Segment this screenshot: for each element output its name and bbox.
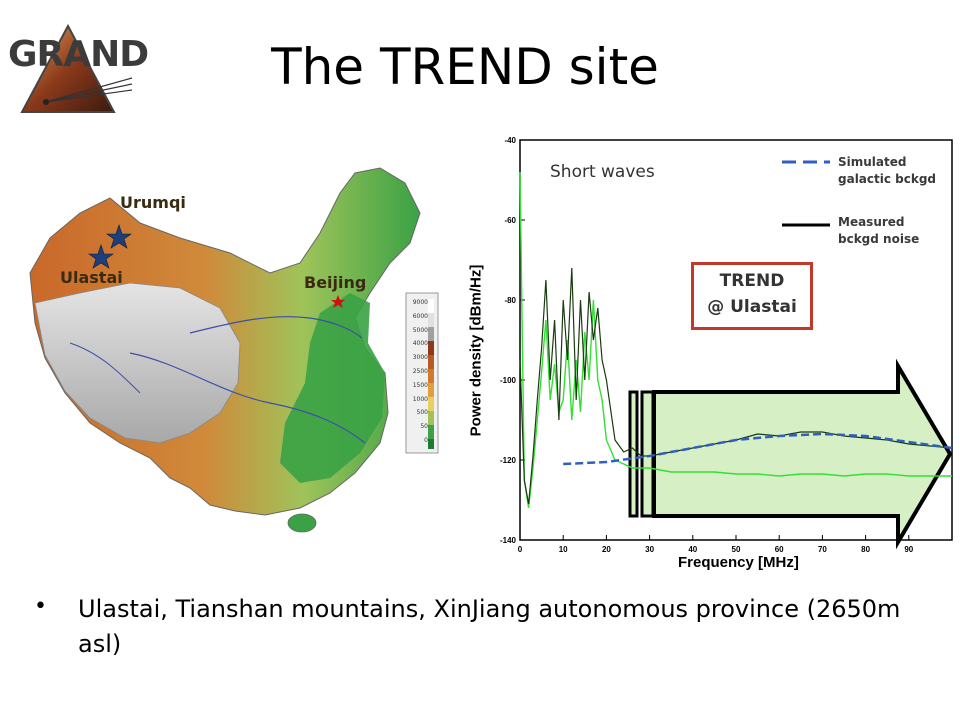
arrow-stripe	[640, 390, 655, 518]
slide-title: The TREND site	[271, 38, 659, 96]
bullet-text: Ulastai, Tianshan mountains, XinJiang au…	[78, 595, 901, 658]
elevation-label: 50	[420, 423, 428, 431]
ulastai-star-icon	[88, 244, 114, 269]
grand-logo-text: GRAND	[8, 34, 149, 75]
x-tick-label: 50	[732, 545, 741, 554]
arrow-stripe	[628, 390, 639, 518]
trend-ulastai-callout: TREND @ Ulastai	[691, 262, 813, 330]
y-axis-title: Power density [dBm/Hz]	[467, 264, 485, 437]
series-measured-green-line	[519, 171, 952, 509]
china-elevation-map: 9000 6000 5000 4000 3000 2500 1500 1000 …	[10, 143, 440, 541]
elevation-label: 6000	[412, 312, 428, 320]
x-tick-label: 90	[904, 545, 913, 554]
x-axis-title: Frequency [MHz]	[678, 554, 799, 571]
series-simulated-line	[563, 432, 953, 466]
elevation-label: 1500	[412, 381, 428, 389]
elevation-label: 1000	[412, 395, 428, 403]
elevation-label: 4000	[412, 340, 428, 348]
y-tick-label: -120	[500, 456, 517, 465]
elevation-label: 5000	[412, 326, 428, 334]
elevation-label: 3000	[412, 354, 428, 362]
elevation-label: 0	[424, 436, 428, 444]
legend-entry-measured: Measured bckgd noise	[838, 214, 919, 249]
power-density-chart: -40 -60 -80 -100 -120 -140 0 10 20 30 40 50 60 70 80 9…	[468, 130, 960, 580]
y-tick-label: -80	[504, 296, 516, 305]
callout-line: TREND	[719, 271, 785, 291]
china-map-graphic	[29, 167, 439, 533]
y-tick-label: -40	[504, 136, 516, 145]
x-tick-label: 10	[559, 545, 568, 554]
bullet-dot-icon: •	[34, 594, 47, 619]
beijing-label: Beijing	[304, 273, 367, 292]
y-tick-label: -100	[500, 376, 517, 385]
elevation-label: 500	[416, 409, 428, 417]
series-measured-line	[519, 267, 953, 505]
x-tick-label: 60	[775, 545, 784, 554]
short-waves-annotation: Short waves	[550, 162, 655, 182]
legend-entry-simulated: Simulated galactic bckgd	[838, 154, 936, 189]
arrow-shape	[652, 358, 953, 550]
y-tick-label: -140	[500, 536, 517, 545]
legend-label-line: bckgd noise	[838, 232, 920, 247]
x-tick-label: 30	[645, 545, 654, 554]
x-tick-label: 80	[861, 545, 870, 554]
urumqi-label: Urumqi	[120, 193, 186, 212]
grand-logo-graphic	[20, 23, 133, 113]
y-tick-label: -60	[504, 216, 516, 225]
bullet-list: • Ulastai, Tianshan mountains, XinJiang …	[34, 592, 934, 662]
ulastai-label: Ulastai	[60, 268, 123, 287]
elevation-label: 9000	[412, 299, 428, 306]
x-tick-label: 40	[688, 545, 697, 554]
x-tick-label: 70	[818, 545, 827, 554]
x-tick-label: 20	[602, 545, 611, 554]
bullet-item: • Ulastai, Tianshan mountains, XinJiang …	[34, 592, 934, 662]
urumqi-star-icon	[106, 224, 132, 249]
grand-logo: GRAND	[2, 18, 149, 118]
beijing-star-icon	[331, 295, 345, 308]
x-tick-label: 0	[518, 545, 523, 554]
elevation-label: 2500	[412, 367, 428, 375]
legend-label-line: Measured	[838, 215, 905, 229]
elevation-legend: 9000 6000 5000 4000 3000 2500 1500 1000 …	[408, 296, 428, 448]
legend-label-line: galactic bckgd	[838, 172, 937, 187]
legend-label-line: Simulated	[838, 155, 907, 169]
chart-svg: -40 -60 -80 -100 -120 -140 0 10 20 30 40 50 60 70 80 9…	[500, 136, 953, 554]
callout-line: @ Ulastai	[707, 296, 797, 317]
